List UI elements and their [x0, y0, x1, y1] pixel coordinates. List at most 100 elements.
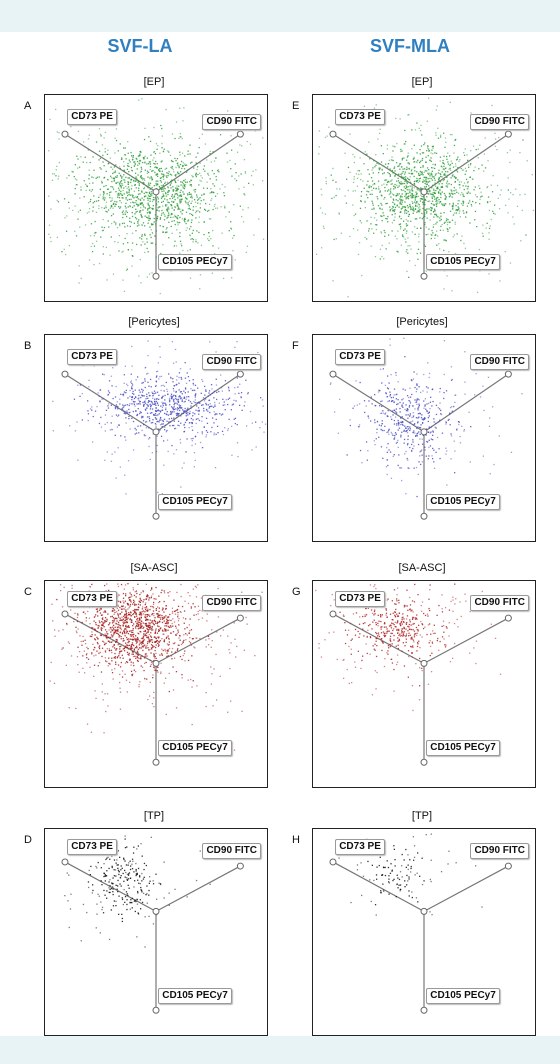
scatter-point	[401, 189, 403, 192]
scatter-point	[424, 170, 426, 172]
scatter-point	[181, 185, 184, 187]
scatter-point	[149, 168, 151, 171]
scatter-point	[440, 225, 442, 228]
scatter-point	[125, 646, 127, 648]
scatter-point	[430, 152, 432, 154]
scatter-point	[475, 149, 477, 151]
scatter-point	[412, 412, 414, 414]
scatter-point	[338, 213, 340, 215]
scatter-point	[427, 431, 430, 433]
anchor-node-2	[420, 512, 428, 520]
scatter-point	[162, 405, 164, 407]
scatter-point	[165, 209, 168, 211]
scatter-point	[181, 677, 183, 679]
scatter-point	[241, 409, 243, 411]
scatter-point	[133, 393, 135, 395]
scatter-point	[165, 204, 167, 206]
scatter-point	[379, 167, 381, 169]
scatter-point	[190, 162, 192, 164]
scatter-point	[400, 421, 402, 423]
scatter-point	[146, 276, 148, 278]
scatter-point	[92, 202, 94, 204]
scatter-point	[232, 403, 234, 406]
scatter-point	[443, 222, 445, 224]
scatter-point	[449, 424, 451, 426]
scatter-point	[434, 192, 436, 194]
scatter-point	[143, 188, 145, 190]
scatter-point	[142, 636, 144, 638]
scatter-point	[161, 201, 163, 203]
scatter-point	[93, 245, 96, 247]
scatter-point	[98, 150, 101, 152]
scatter-point	[135, 176, 137, 178]
scatter-point	[165, 630, 167, 632]
scatter-point	[173, 642, 175, 645]
scatter-point	[137, 603, 140, 605]
scatter-point	[163, 148, 165, 150]
scatter-point	[138, 160, 141, 162]
scatter-point	[111, 660, 113, 662]
scatter-point	[422, 165, 424, 167]
scatter-point	[117, 600, 119, 602]
scatter-point	[133, 397, 136, 400]
scatter-point	[166, 217, 168, 219]
scatter-point	[412, 205, 414, 208]
scatter-point	[134, 184, 136, 186]
scatter-point	[128, 626, 130, 628]
scatter-point	[149, 420, 151, 422]
scatter-point	[127, 645, 129, 647]
scatter-point	[112, 397, 114, 400]
scatter-point	[115, 224, 117, 226]
scatter-point	[504, 251, 506, 253]
scatter-point	[146, 403, 148, 406]
scatter-point	[418, 174, 420, 176]
scatter-point	[91, 627, 93, 629]
scatter-point	[138, 204, 140, 206]
scatter-point	[394, 173, 397, 176]
scatter-point	[113, 644, 115, 646]
scatter-point	[144, 629, 146, 632]
scatter-point	[394, 183, 396, 186]
panel-letter-a: A	[24, 100, 32, 112]
scatter-point	[469, 222, 471, 224]
scatter-point	[114, 657, 116, 659]
scatter-point	[126, 691, 128, 693]
scatter-point	[119, 206, 122, 208]
scatter-point	[138, 618, 141, 620]
scatter-point	[177, 171, 179, 173]
scatter-point	[189, 630, 191, 632]
scatter-point	[512, 193, 514, 196]
scatter-point	[205, 705, 207, 708]
scatter-point	[129, 592, 131, 594]
scatter-point	[155, 414, 157, 417]
scatter-point	[209, 411, 211, 414]
scatter-point	[390, 477, 393, 479]
scatter-point	[375, 224, 377, 226]
scatter-point	[436, 105, 438, 107]
scatter-point	[129, 225, 131, 228]
scatter-point	[413, 156, 415, 158]
scatter-point	[153, 151, 155, 153]
scatter-point	[379, 248, 382, 250]
scatter-point	[436, 436, 439, 439]
scatter-point	[173, 406, 175, 408]
scatter-point	[170, 393, 173, 395]
scatter-point	[164, 622, 167, 624]
scatter-point	[162, 420, 165, 423]
scatter-point	[251, 422, 253, 424]
scatter-point	[165, 605, 167, 607]
scatter-point	[144, 633, 146, 635]
scatter-point	[109, 626, 111, 629]
scatter-point	[216, 699, 218, 701]
scatter-point	[104, 621, 106, 623]
scatter-point	[389, 395, 391, 397]
scatter-point	[332, 167, 334, 170]
scatter-point	[414, 423, 416, 425]
scatter-point	[159, 152, 161, 154]
scatter-point	[113, 633, 115, 635]
scatter-point	[433, 467, 436, 469]
scatter-point	[187, 153, 189, 155]
scatter-point	[57, 201, 60, 203]
scatter-point	[513, 223, 515, 225]
scatter-point	[135, 180, 137, 182]
